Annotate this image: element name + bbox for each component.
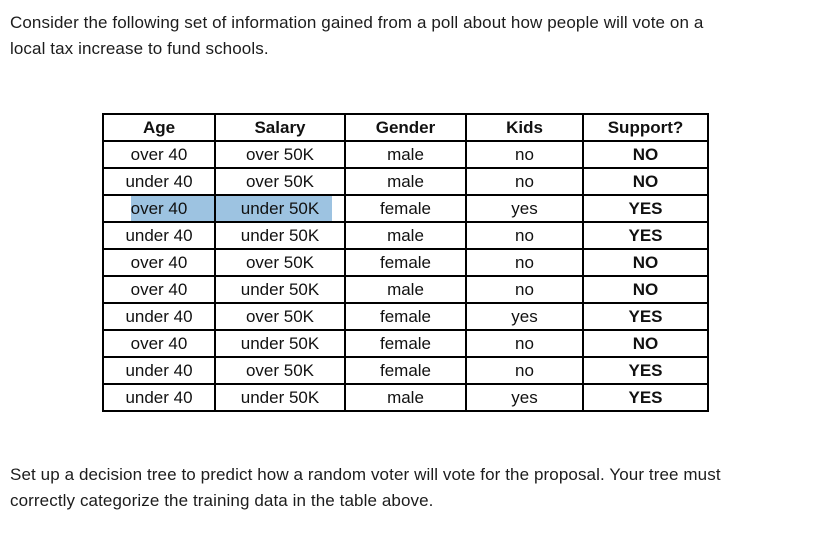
cell-gender: male (344, 275, 467, 304)
table-row: over 40 over 50K female no NO (102, 248, 709, 277)
cell-gender: female (344, 356, 467, 385)
cell-kids: no (465, 275, 584, 304)
intro-line-2: local tax increase to fund schools. (10, 39, 269, 58)
cell-support: NO (582, 329, 709, 358)
cell-age: under 40 (102, 302, 216, 331)
table-row: under 40 under 50K male no YES (102, 221, 709, 250)
column-header-kids: Kids (465, 113, 584, 142)
poll-data-table: Age Salary Gender Kids Support? over 40 … (102, 113, 709, 412)
cell-kids: no (465, 329, 584, 358)
column-header-support: Support? (582, 113, 709, 142)
cell-salary: under 50K (214, 383, 346, 412)
table-row: under 40 over 50K female yes YES (102, 302, 709, 331)
cell-salary: over 50K (214, 302, 346, 331)
table-row: over 40 under 50K female no NO (102, 329, 709, 358)
table-row-highlighted: over 40 under 50K female yes YES (102, 194, 709, 223)
cell-age: over 40 (102, 140, 216, 169)
cell-support: YES (582, 221, 709, 250)
table-row: under 40 over 50K male no NO (102, 167, 709, 196)
cell-salary: over 50K (214, 356, 346, 385)
cell-kids: yes (465, 302, 584, 331)
cell-gender: female (344, 302, 467, 331)
cell-support: YES (582, 383, 709, 412)
table-header-row: Age Salary Gender Kids Support? (102, 113, 709, 142)
cell-kids: no (465, 356, 584, 385)
cell-support: NO (582, 140, 709, 169)
cell-kids: no (465, 167, 584, 196)
cell-kids: no (465, 248, 584, 277)
cell-age: under 40 (102, 221, 216, 250)
cell-gender: male (344, 167, 467, 196)
table-row: over 40 over 50K male no NO (102, 140, 709, 169)
cell-gender: female (344, 329, 467, 358)
table-row: over 40 under 50K male no NO (102, 275, 709, 304)
cell-salary: under 50K (214, 275, 346, 304)
cell-support: NO (582, 248, 709, 277)
cell-salary-selected: under 50K (214, 194, 346, 223)
cell-salary: over 50K (214, 167, 346, 196)
cell-kids: yes (465, 194, 584, 223)
intro-line-1: Consider the following set of informatio… (10, 13, 704, 32)
column-header-gender: Gender (344, 113, 467, 142)
cell-gender: female (344, 248, 467, 277)
cell-support: YES (582, 194, 709, 223)
cell-salary: over 50K (214, 248, 346, 277)
task-line-1: Set up a decision tree to predict how a … (10, 465, 721, 484)
table-row: under 40 under 50K male yes YES (102, 383, 709, 412)
cell-gender: male (344, 383, 467, 412)
cell-support: YES (582, 356, 709, 385)
intro-paragraph: Consider the following set of informatio… (10, 10, 830, 62)
task-paragraph: Set up a decision tree to predict how a … (10, 462, 830, 514)
column-header-age: Age (102, 113, 216, 142)
cell-salary: under 50K (214, 221, 346, 250)
column-header-salary: Salary (214, 113, 346, 142)
cell-kids: no (465, 140, 584, 169)
cell-kids: yes (465, 383, 584, 412)
cell-age: over 40 (102, 329, 216, 358)
cell-kids: no (465, 221, 584, 250)
cell-age-selected: over 40 (102, 194, 216, 223)
cell-support: NO (582, 167, 709, 196)
cell-gender: female (344, 194, 467, 223)
cell-age: under 40 (102, 383, 216, 412)
cell-age: over 40 (102, 275, 216, 304)
cell-support: YES (582, 302, 709, 331)
cell-salary: over 50K (214, 140, 346, 169)
cell-age: over 40 (102, 248, 216, 277)
table-row: under 40 over 50K female no YES (102, 356, 709, 385)
cell-gender: male (344, 140, 467, 169)
cell-salary: under 50K (214, 329, 346, 358)
cell-age: under 40 (102, 167, 216, 196)
cell-age: under 40 (102, 356, 216, 385)
task-line-2: correctly categorize the training data i… (10, 491, 434, 510)
cell-support: NO (582, 275, 709, 304)
cell-gender: male (344, 221, 467, 250)
